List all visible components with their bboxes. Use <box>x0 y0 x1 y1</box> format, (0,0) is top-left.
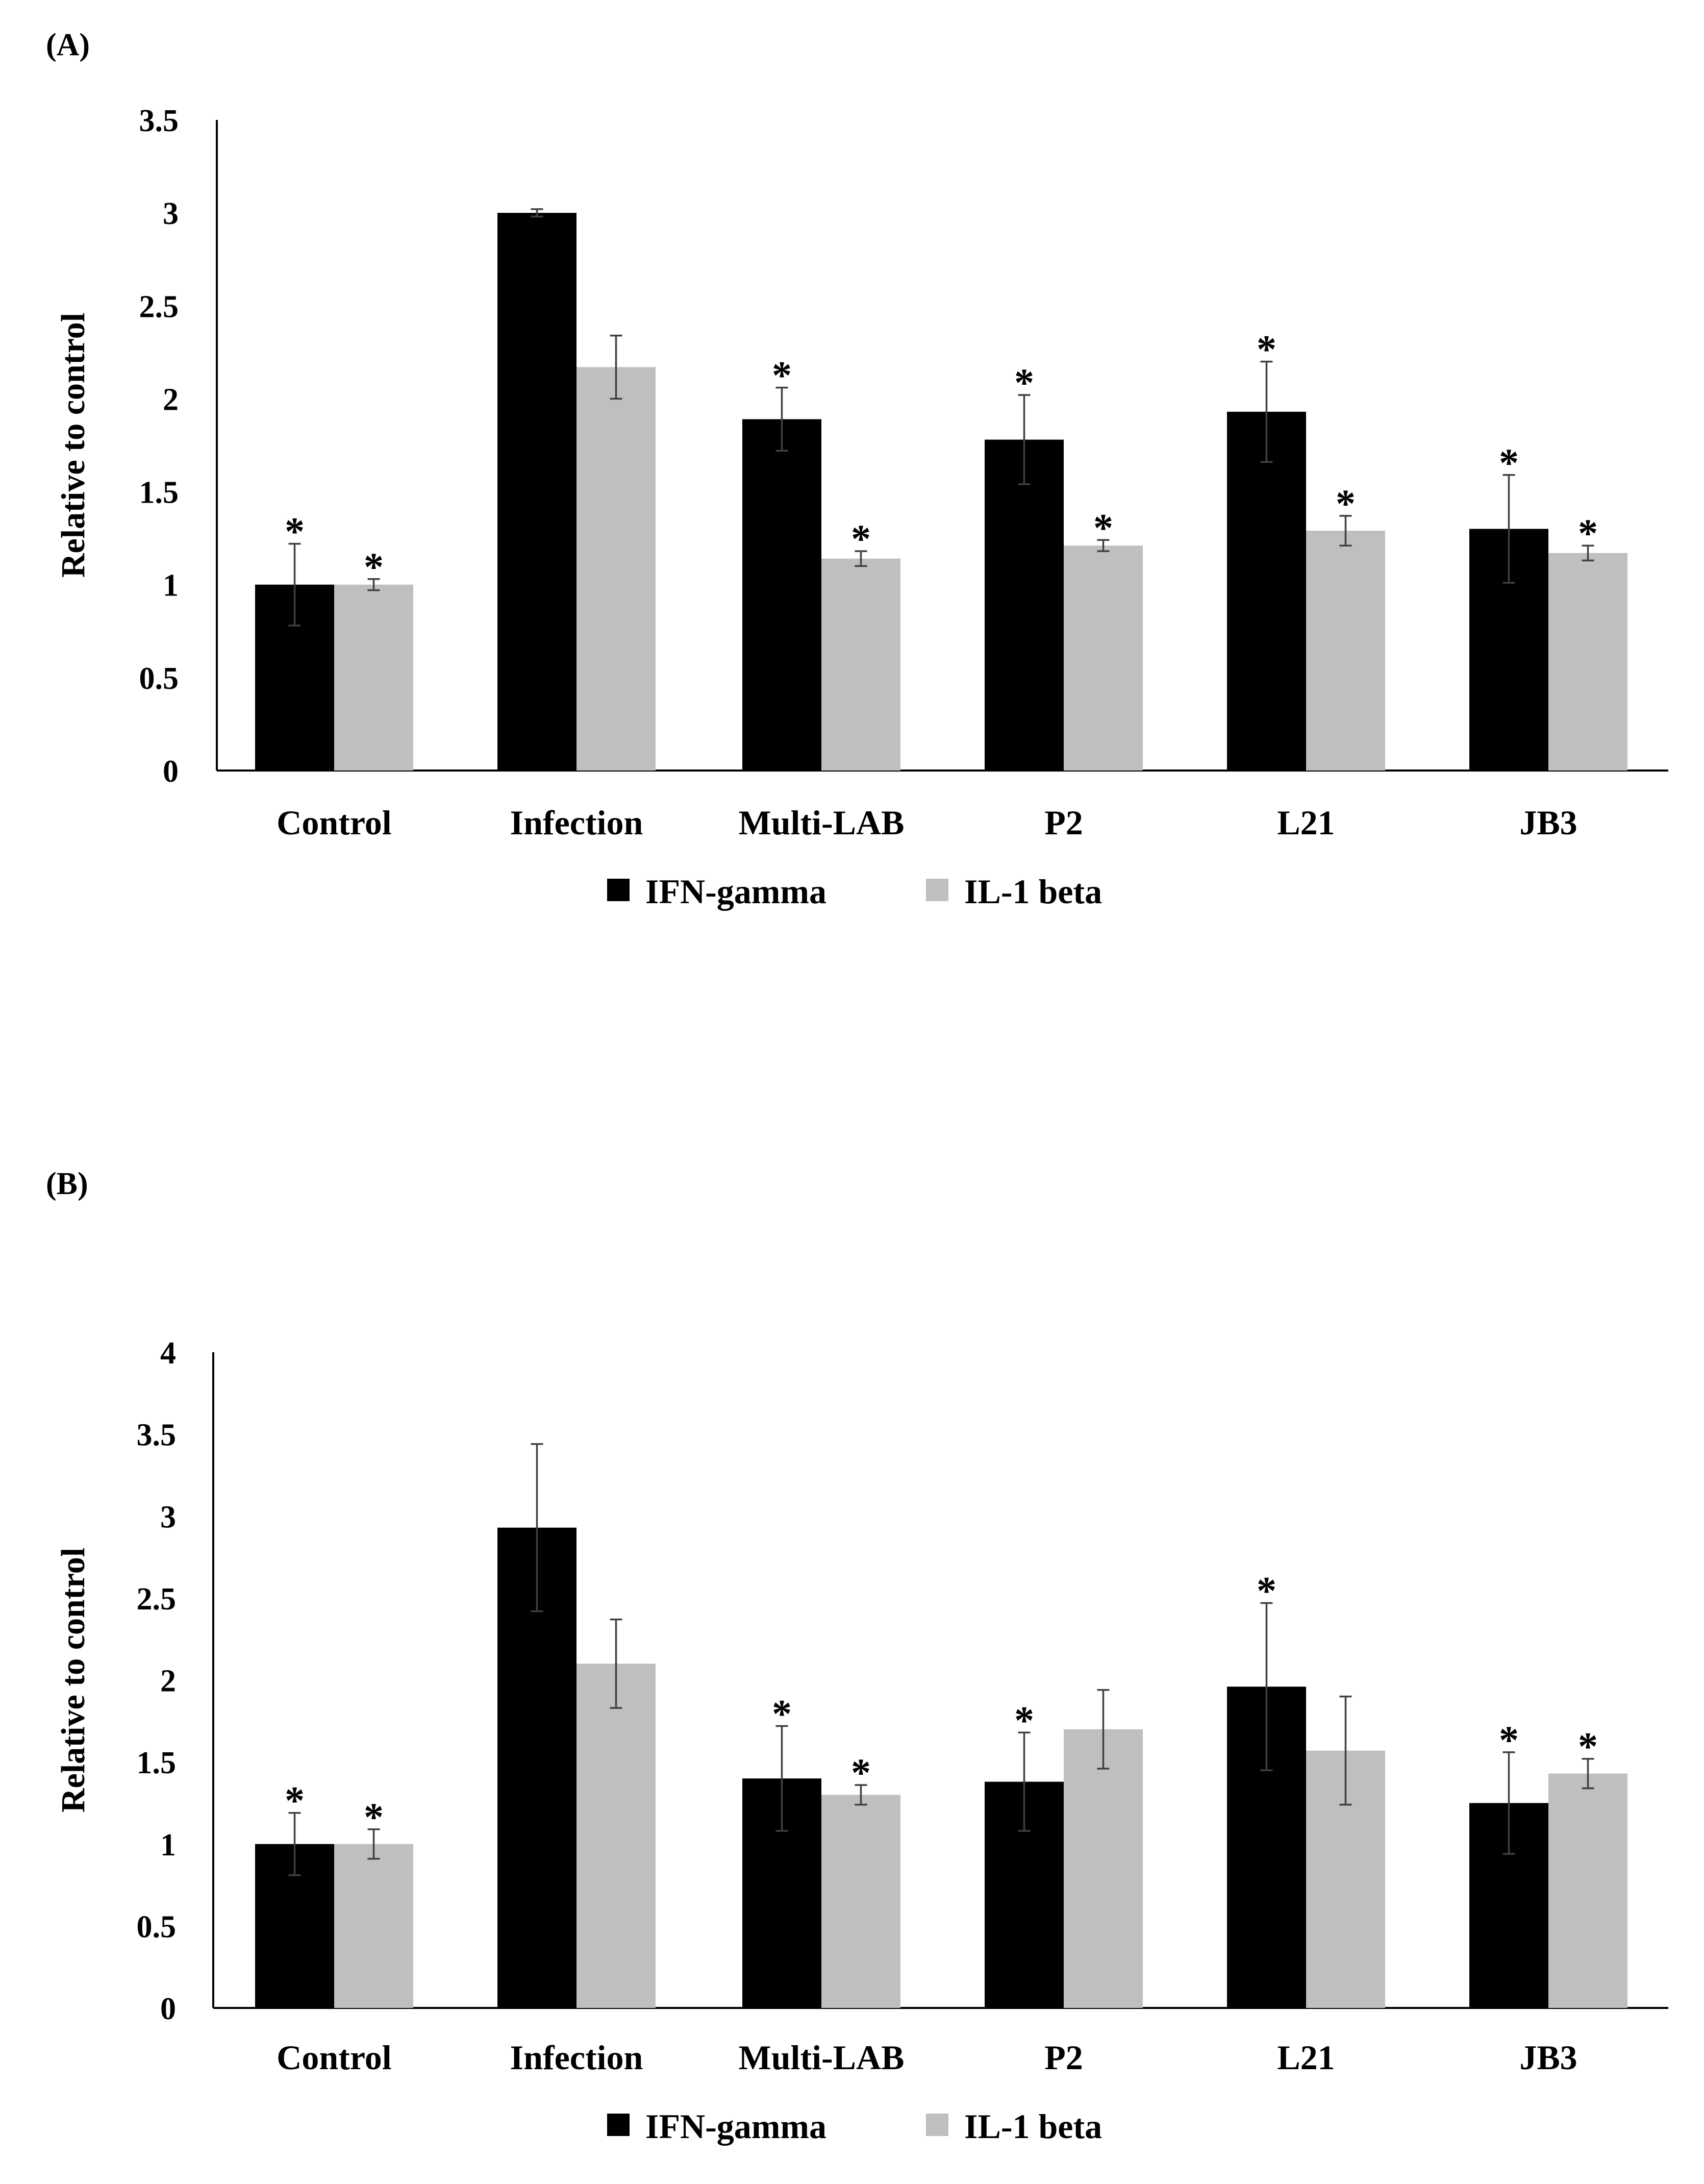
y-tick-label: 2.5 <box>139 289 179 324</box>
bar <box>497 213 577 771</box>
significance-star: * <box>1093 505 1113 550</box>
bar <box>985 439 1064 771</box>
x-category-label: Multi-LAB <box>739 803 905 842</box>
bar <box>1064 545 1143 771</box>
significance-star: * <box>1014 1698 1034 1742</box>
y-tick-label: 0 <box>163 754 179 789</box>
y-tick-label: 0.5 <box>137 1909 177 1944</box>
y-tick-label: 1.5 <box>139 476 179 510</box>
panel-label: (A) <box>46 28 90 62</box>
bar <box>1306 531 1385 771</box>
significance-star: * <box>285 1778 305 1823</box>
x-category-label: P2 <box>1044 803 1083 842</box>
legend-swatch <box>926 879 948 901</box>
significance-star: * <box>851 516 871 561</box>
y-tick-label: 4 <box>160 1336 176 1371</box>
y-tick-label: 2.5 <box>137 1582 177 1617</box>
legend-label: IFN-gamma <box>645 2107 826 2146</box>
y-tick-label: 1 <box>160 1828 176 1863</box>
significance-star: * <box>1014 360 1034 405</box>
significance-star: * <box>364 1795 384 1839</box>
significance-star: * <box>285 509 305 554</box>
bar <box>821 1795 900 2008</box>
legend-swatch <box>607 2114 630 2136</box>
significance-star: * <box>772 1691 792 1735</box>
y-tick-label: 0 <box>160 1992 176 2026</box>
legend-label: IFN-gamma <box>645 872 826 911</box>
y-tick-label: 2 <box>160 1664 176 1699</box>
x-category-label: Multi-LAB <box>739 2038 905 2077</box>
bar <box>742 419 821 771</box>
x-category-label: JB3 <box>1519 2038 1577 2077</box>
y-tick-label: 3 <box>163 196 179 231</box>
bar <box>577 367 656 771</box>
x-category-label: L21 <box>1277 803 1335 842</box>
legend-label: IL-1 beta <box>964 2107 1102 2146</box>
x-category-label: Control <box>277 2038 391 2077</box>
significance-star: * <box>851 1750 871 1795</box>
significance-star: * <box>1499 1718 1519 1762</box>
bar <box>1548 1773 1627 2008</box>
significance-star: * <box>1499 440 1519 485</box>
y-tick-label: 2 <box>163 382 179 417</box>
x-category-label: P2 <box>1044 2038 1083 2077</box>
y-axis-title: Relative to control <box>55 313 92 578</box>
legend-label: IL-1 beta <box>964 872 1102 911</box>
significance-star: * <box>1578 511 1598 555</box>
bar <box>1548 553 1627 771</box>
y-axis-title: Relative to control <box>55 1548 92 1813</box>
y-tick-label: 3 <box>160 1500 176 1534</box>
bar <box>1064 1729 1143 2008</box>
significance-star: * <box>772 353 792 398</box>
bar <box>1227 411 1306 771</box>
y-tick-label: 3.5 <box>137 1418 177 1453</box>
significance-star: * <box>1578 1724 1598 1769</box>
bar <box>334 584 413 771</box>
panel-label: (B) <box>46 1167 88 1201</box>
x-category-label: Infection <box>510 803 643 842</box>
significance-star: * <box>1257 1569 1276 1613</box>
bar <box>577 1664 656 2008</box>
legend-swatch <box>607 879 630 901</box>
bar <box>334 1844 413 2008</box>
bar <box>821 558 900 771</box>
significance-star: * <box>1257 327 1276 371</box>
x-category-label: JB3 <box>1519 803 1577 842</box>
significance-star: * <box>364 544 384 589</box>
x-category-label: L21 <box>1277 2038 1335 2077</box>
x-category-label: Control <box>277 803 391 842</box>
significance-star: * <box>1336 481 1356 526</box>
x-category-label: Infection <box>510 2038 643 2077</box>
y-tick-label: 0.5 <box>139 661 179 696</box>
y-tick-label: 1.5 <box>137 1746 177 1780</box>
y-tick-label: 3.5 <box>139 104 179 138</box>
legend-swatch <box>926 2114 948 2136</box>
y-tick-label: 1 <box>163 568 179 603</box>
